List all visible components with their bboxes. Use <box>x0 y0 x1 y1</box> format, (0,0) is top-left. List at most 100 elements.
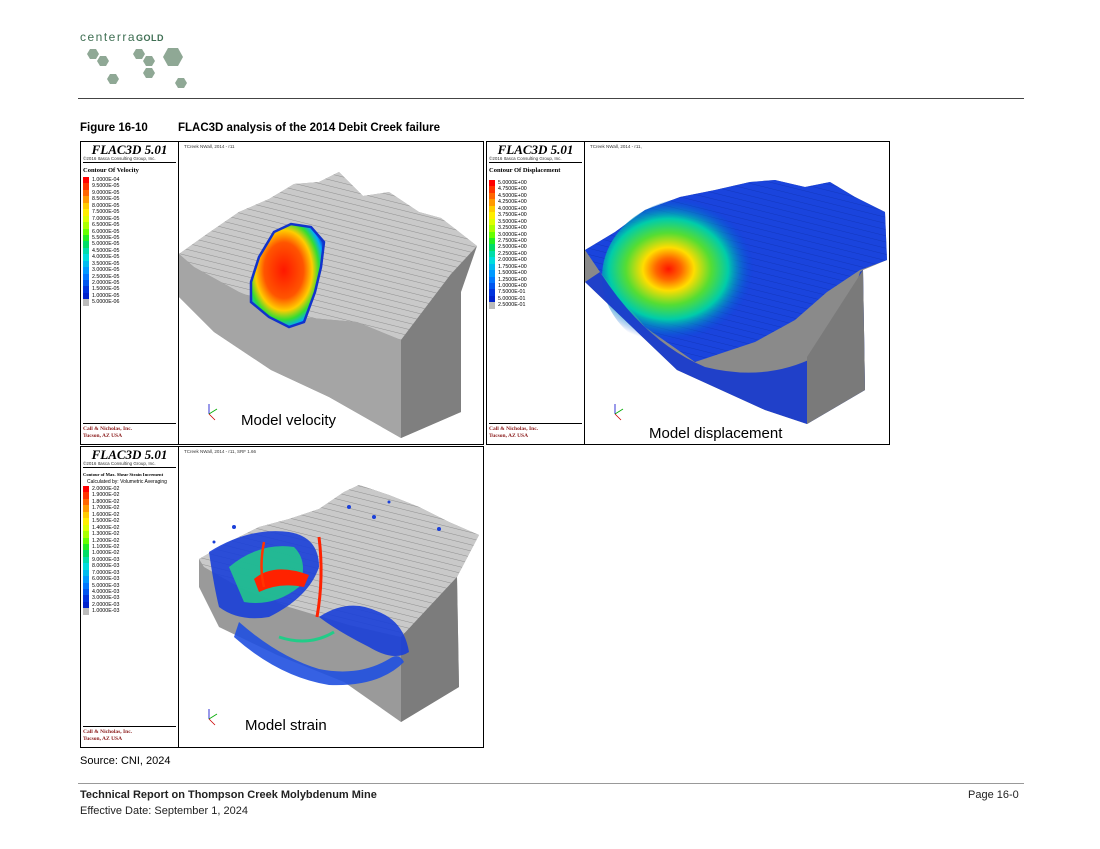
legend-swatch <box>83 537 89 544</box>
legend-value: 1.5000E-05 <box>92 286 120 293</box>
legend-entry: 7.0000E-05 <box>83 215 120 223</box>
legend-entry: 8.0000E-05 <box>83 202 120 210</box>
legend-value: 2.7500E+00 <box>498 237 527 244</box>
legend-entry: 3.0000E+00 <box>489 231 527 238</box>
legend-value: 2.0000E-02 <box>92 486 120 492</box>
footer-page-number: Page 16-0 <box>968 789 1019 801</box>
legend-swatch <box>83 280 89 287</box>
legend-entry: 2.5000E-01 <box>489 302 527 309</box>
legend-swatch <box>83 608 89 615</box>
legend-entry: 2.0000E-03 <box>83 601 120 609</box>
legend-entry: 1.3000E-02 <box>83 531 120 538</box>
legend-entry: 5.0000E-05 <box>83 241 120 248</box>
legend-entry: 9.0000E-05 <box>83 189 119 197</box>
legend-value: 5.0000E-01 <box>498 295 526 302</box>
legend-swatch <box>489 192 495 200</box>
legend-value: 8.0000E-05 <box>92 202 120 209</box>
legend-value: 4.7500E+00 <box>498 186 527 193</box>
legend-entry: 1.2500E+00 <box>489 276 527 283</box>
legend-value: 7.0000E-03 <box>92 569 120 576</box>
legend-entry: 1.5000E-02 <box>83 518 119 525</box>
legend-entry: 5.0000E-01 <box>489 295 527 303</box>
legend-scale: 2.0000E-02 1.9000E-02 1.8000E-02 1.7000E-02… <box>83 486 119 615</box>
legend-entry: 6.5000E-05 <box>83 222 119 229</box>
legend-swatch <box>83 531 89 538</box>
velocity-panel: FLAC3D 5.01 ©2016 Itasca Consulting Grou… <box>80 141 484 445</box>
legend-value: 5.0000E-03 <box>92 582 120 589</box>
legend-swatch <box>489 218 495 226</box>
run-label: TCreek NWall, 2014 - r11 <box>184 144 235 149</box>
legend-entry: 3.5000E-05 <box>83 260 119 268</box>
strain-caption: Model strain <box>245 717 327 734</box>
legend-entry: 4.0000E-05 <box>83 254 119 261</box>
legend-swatch <box>83 196 89 203</box>
legend-entry: 1.7000E-02 <box>83 505 119 512</box>
legend-value: 4.5000E-05 <box>92 247 120 254</box>
legend-value: 7.0000E-05 <box>92 215 120 222</box>
legend-entry: 1.0000E-03 <box>83 608 119 615</box>
figure-source: Source: CNI, 2024 <box>80 755 171 767</box>
legend-value: 5.0000E-05 <box>92 241 120 248</box>
legend-entry: 3.5000E+00 <box>489 218 527 226</box>
strain-model-view <box>199 485 479 726</box>
legend-entry: 9.5000E-05 <box>83 183 119 190</box>
velocity-model-view <box>179 172 477 438</box>
logo-wordmark-bold: GOLD <box>136 33 165 43</box>
legend-swatch <box>83 299 89 306</box>
copyright-text: ©2016 Itasca Consulting Group, Inc. <box>83 461 156 466</box>
software-title: FLAC3D 5.01 <box>91 142 168 157</box>
legend-swatch <box>489 270 495 277</box>
legend-swatch <box>489 263 495 271</box>
legend-swatch <box>83 569 89 577</box>
copyright-text: ©2016 Itasca Consulting Group, Inc. <box>489 156 562 161</box>
logo-hexagons-icon <box>87 48 187 88</box>
legend-value: 2.0000E+00 <box>498 257 527 264</box>
legend-swatch <box>83 601 89 609</box>
legend-entry: 5.0000E-03 <box>83 582 120 589</box>
legend-entry: 5.0000E-06 <box>83 299 120 306</box>
figure-title: FLAC3D analysis of the 2014 Debit Creek … <box>178 122 441 134</box>
legend-swatch <box>83 556 89 564</box>
legend-entry: 8.0000E-03 <box>83 563 119 570</box>
legend-title: Contour of Max. Shear Strain Increment <box>83 472 164 477</box>
legend-swatch <box>83 247 89 255</box>
legend-swatch <box>83 215 89 223</box>
legend-swatch <box>489 231 495 238</box>
legend-value: 6.0000E-05 <box>92 228 120 235</box>
legend-value: 1.0000E-04 <box>92 177 120 183</box>
velocity-caption: Model velocity <box>241 412 337 429</box>
legend-swatch <box>489 276 495 283</box>
legend-swatch <box>83 241 89 248</box>
footer-report-title: Technical Report on Thompson Creek Molyb… <box>80 789 377 801</box>
legend-value: 4.2500E+00 <box>498 199 527 206</box>
legend-value: 6.0000E-03 <box>92 576 120 583</box>
legend-swatch <box>489 283 495 290</box>
legend-value: 2.5000E-01 <box>498 302 526 309</box>
legend-entry: 6.0000E-05 <box>83 228 120 235</box>
legend-value: 1.3000E-02 <box>92 531 120 538</box>
legend-swatch <box>83 518 89 525</box>
legend-swatch <box>489 295 495 303</box>
legend-swatch <box>83 260 89 268</box>
legend-swatch <box>83 492 89 499</box>
footer-effective-date: Effective Date: September 1, 2024 <box>80 805 248 817</box>
legend-entry: 2.7500E+00 <box>489 237 527 245</box>
legend-swatch <box>489 199 495 206</box>
header-rule <box>78 98 1024 99</box>
legend-entry: 1.2000E-02 <box>83 537 120 544</box>
legend-swatch <box>83 498 89 506</box>
legend-swatch <box>489 302 495 309</box>
software-title: FLAC3D 5.01 <box>91 447 168 462</box>
legend-title: Contour Of Velocity <box>83 167 139 174</box>
legend-swatch <box>83 505 89 512</box>
legend-swatch <box>489 186 495 193</box>
legend-entry: 1.1000E-02 <box>83 543 119 551</box>
legend-swatch <box>83 189 89 197</box>
legend-swatch <box>83 486 89 493</box>
legend-swatch <box>83 582 89 589</box>
legend-entry: 2.0000E+00 <box>489 257 527 264</box>
legend-entry: 4.5000E+00 <box>489 192 527 200</box>
legend-value: 1.2000E-02 <box>92 537 120 544</box>
legend-value: 5.0000E-06 <box>92 299 120 306</box>
legend-value: 2.0000E-03 <box>92 601 120 608</box>
